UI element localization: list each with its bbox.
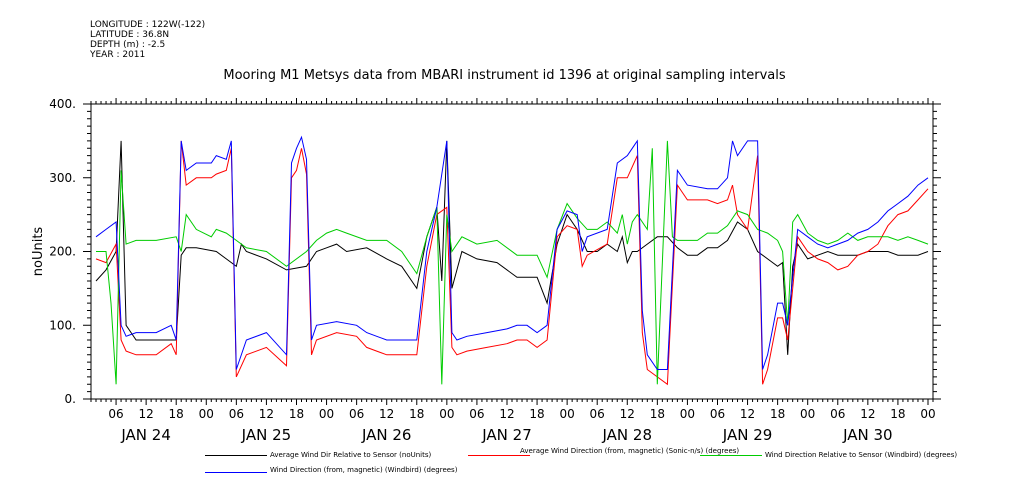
x-day-label: JAN 26: [361, 426, 412, 444]
y-axis-label: noUnits: [31, 227, 46, 277]
x-tick-label: 06: [830, 407, 845, 421]
x-day-label: JAN 27: [481, 426, 532, 444]
legend-swatch: [205, 455, 267, 456]
longitude-text: LONGITUDE : 122W(-122): [90, 20, 206, 30]
x-tick-label: 12: [138, 407, 153, 421]
x-tick-label: 00: [800, 407, 815, 421]
legend-label: Wind Direction (from, magnetic) (Windbir…: [270, 466, 458, 474]
x-tick-label: 00: [680, 407, 695, 421]
x-tick-label: 18: [529, 407, 544, 421]
series-line-3: [96, 140, 929, 385]
x-day-label: JAN 28: [602, 426, 653, 444]
y-tick-label: 300.: [49, 171, 76, 185]
x-tick-label: 06: [229, 407, 244, 421]
legend-label: Wind Direction Relative to Sensor (Windb…: [765, 451, 958, 459]
x-tick-label: 12: [379, 407, 394, 421]
x-tick-label: 18: [770, 407, 785, 421]
legend-swatch: [468, 455, 530, 456]
x-tick-label: 06: [108, 407, 123, 421]
y-tick-label: 400.: [49, 97, 76, 111]
x-tick-label: 18: [650, 407, 665, 421]
x-tick-label: 12: [259, 407, 274, 421]
x-tick-label: 00: [920, 407, 935, 421]
y-tick-label: 200.: [49, 245, 76, 259]
x-tick-label: 18: [409, 407, 424, 421]
x-tick-label: 06: [710, 407, 725, 421]
legend-swatch: [205, 472, 267, 473]
series-line-1: [95, 140, 929, 355]
x-tick-label: 18: [289, 407, 304, 421]
x-day-label: JAN 30: [842, 426, 893, 444]
legend-label: Average Wind Direction (from, magnetic) …: [520, 447, 740, 455]
x-tick-label: 06: [469, 407, 484, 421]
x-tick-label: 00: [199, 407, 214, 421]
x-tick-label: 18: [169, 407, 184, 421]
y-tick-label: 100.: [49, 318, 76, 332]
x-day-label: JAN 24: [120, 426, 171, 444]
series-line-2: [95, 140, 929, 386]
chart-title: Mooring M1 Metsys data from MBARI instru…: [223, 68, 786, 83]
x-tick-label: 00: [439, 407, 454, 421]
x-day-label: JAN 25: [241, 426, 292, 444]
x-tick-label: 12: [740, 407, 755, 421]
y-tick-label: 0.: [65, 392, 76, 406]
x-tick-label: 18: [890, 407, 905, 421]
x-tick-label: 12: [499, 407, 514, 421]
x-tick-label: 00: [559, 407, 574, 421]
year-text: YEAR : 2011: [90, 50, 146, 60]
x-tick-label: 00: [319, 407, 334, 421]
x-tick-label: 06: [349, 407, 364, 421]
x-tick-label: 06: [590, 407, 605, 421]
series-line-4: [95, 135, 929, 370]
legend-swatch: [700, 455, 762, 456]
depth-text: DEPTH (m) : -2.5: [90, 40, 166, 50]
legend-label: Average Wind Dir Relative to Sensor (noU…: [270, 451, 432, 459]
x-tick-label: 12: [620, 407, 635, 421]
x-day-label: JAN 29: [722, 426, 773, 444]
metadata-block: LONGITUDE : 122W(-122) LATITUDE : 36.8N …: [90, 20, 205, 60]
latitude-text: LATITUDE : 36.8N: [90, 30, 170, 40]
x-tick-label: 12: [860, 407, 875, 421]
